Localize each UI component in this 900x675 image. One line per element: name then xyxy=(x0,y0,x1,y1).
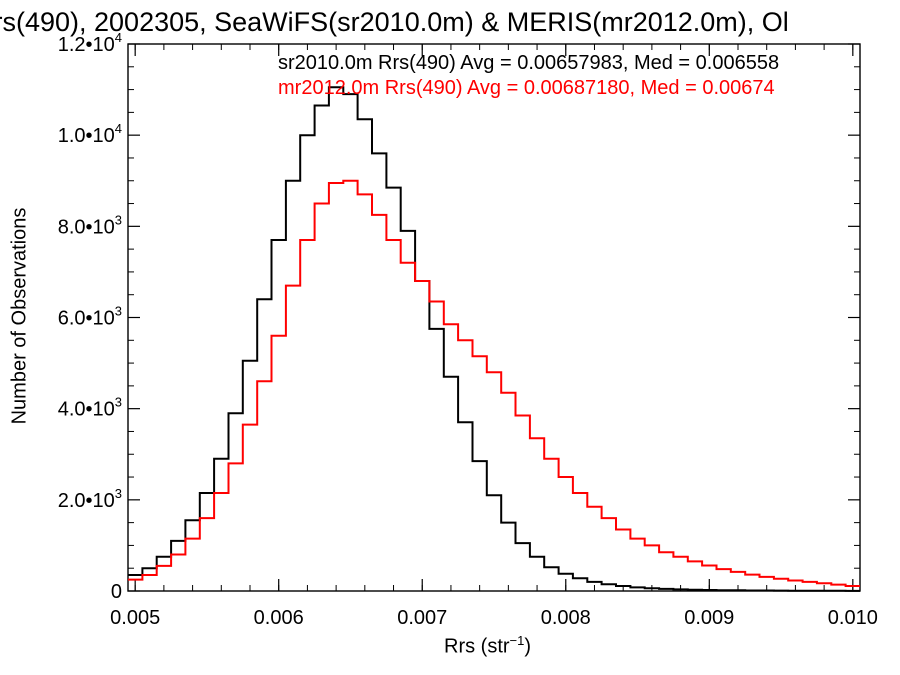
x-tick-label: 0.005 xyxy=(110,607,160,629)
annotation-sr2010: sr2010.0m Rrs(490) Avg = 0.00657983, Med… xyxy=(278,52,780,74)
x-axis-label-exponent: −1 xyxy=(509,633,525,648)
x-axis-label: Rrs (str−1) xyxy=(444,633,531,659)
x-tick-label: 0.009 xyxy=(684,607,734,629)
y-tick-label: 1.0•104 xyxy=(58,121,122,147)
title-clip: Rrs(490), 2002305, SeaWiFS(sr2010.0m) & … xyxy=(0,0,900,44)
y-tick-label: 0 xyxy=(111,581,122,603)
x-tick-label: 0.008 xyxy=(541,607,591,629)
chart-title: Rrs(490), 2002305, SeaWiFS(sr2010.0m) & … xyxy=(0,7,789,37)
x-tick-label: 0.006 xyxy=(254,607,304,629)
y-tick-label: 1.2•104 xyxy=(58,30,122,56)
x-tick-label: 0.007 xyxy=(397,607,447,629)
y-ticks: 0 2.0•103 4.0•103 6.0•103 8.0•103 1.0•104 1.2•… xyxy=(58,30,860,603)
plot-frame xyxy=(127,43,861,592)
series-line-sr2010.0m xyxy=(128,86,860,592)
y-tick-label: 6.0•103 xyxy=(58,304,122,330)
y-tick-label: 4.0•103 xyxy=(58,395,122,421)
x-ticks: 0.005 0.006 0.007 0.008 0.009 0.010 xyxy=(110,44,878,629)
annotation-mr2012: mr2012.0m Rrs(490) Avg = 0.00687180, Med… xyxy=(278,77,775,99)
x-axis-label-text: Rrs (str xyxy=(444,635,510,658)
y-tick-label: 2.0•103 xyxy=(58,486,122,512)
y-axis-label: Number of Observations xyxy=(8,207,31,425)
series-line-mr2012.0m xyxy=(128,179,860,587)
y-tick-label: 8.0•103 xyxy=(58,212,122,238)
x-axis-label-close: ) xyxy=(524,635,532,658)
x-tick-label: 0.010 xyxy=(828,607,878,629)
series-group xyxy=(128,86,860,592)
annotation-clip: sr2010.0m Rrs(490) Avg = 0.00657983, Med… xyxy=(0,44,900,104)
